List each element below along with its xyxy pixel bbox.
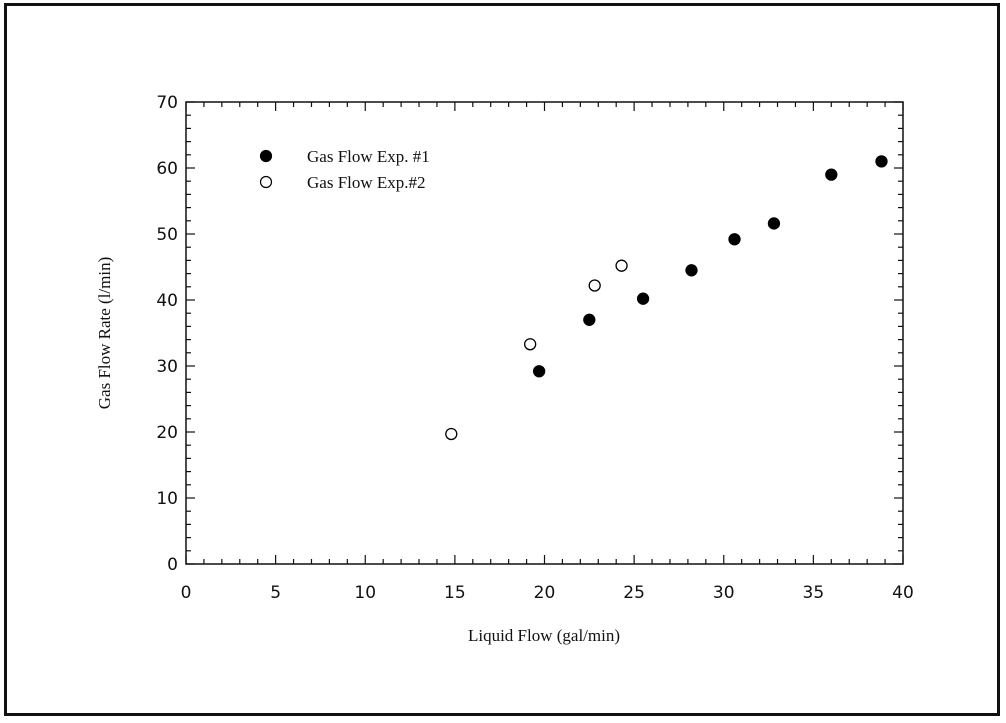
- data-point-series-2: [615, 259, 628, 272]
- data-point-series-1: [532, 365, 546, 378]
- x-tick-label: 40: [892, 583, 914, 603]
- y-tick-label: 50: [156, 225, 178, 245]
- x-tick-label: 35: [803, 583, 825, 603]
- data-point-series-1: [685, 264, 698, 277]
- data-point-series-2: [445, 427, 458, 441]
- x-tick-label: 15: [444, 583, 466, 603]
- data-point-series-1: [728, 233, 741, 246]
- legend: Gas Flow Exp. #1 Gas Flow Exp.#2: [259, 147, 430, 192]
- data-point-series-1: [825, 168, 838, 181]
- x-axis-ticks: 0 5 10 15 20 25 30 35 40: [181, 102, 914, 603]
- legend-label-series-2: Gas Flow Exp.#2: [307, 173, 426, 192]
- legend-label-series-1: Gas Flow Exp. #1: [307, 147, 430, 166]
- plot-area: [185, 101, 904, 565]
- y-tick-label: 40: [156, 291, 178, 311]
- y-tick-label: 60: [156, 159, 178, 179]
- x-tick-label: 30: [713, 583, 735, 603]
- y-tick-label: 20: [156, 423, 178, 443]
- legend-marker-series-1: [259, 149, 273, 163]
- y-tick-label: 70: [156, 93, 178, 113]
- y-tick-label: 10: [156, 489, 178, 509]
- x-tick-label: 0: [181, 583, 192, 603]
- data-point-series-1: [636, 292, 650, 305]
- data-point-series-1: [767, 217, 781, 230]
- data-point-series-1: [875, 155, 888, 168]
- x-tick-label: 25: [623, 583, 645, 603]
- x-tick-label: 10: [354, 583, 376, 603]
- y-axis-title: Gas Flow Rate (l/min): [95, 257, 114, 410]
- data-point-series-2: [588, 279, 601, 292]
- data-points: [445, 155, 888, 441]
- x-axis-title: Liquid Flow (gal/min): [468, 626, 620, 645]
- y-axis-ticks: 0 10 20 30 40 50 60 70: [156, 93, 903, 575]
- y-tick-label: 30: [156, 357, 178, 377]
- y-tick-label: 0: [167, 555, 178, 575]
- x-tick-label: 20: [534, 583, 556, 603]
- legend-marker-series-2: [259, 175, 273, 189]
- figure-frame: [4, 3, 1000, 716]
- x-tick-label: 5: [270, 583, 281, 603]
- data-point-series-2: [524, 338, 537, 351]
- data-point-series-1: [583, 313, 596, 326]
